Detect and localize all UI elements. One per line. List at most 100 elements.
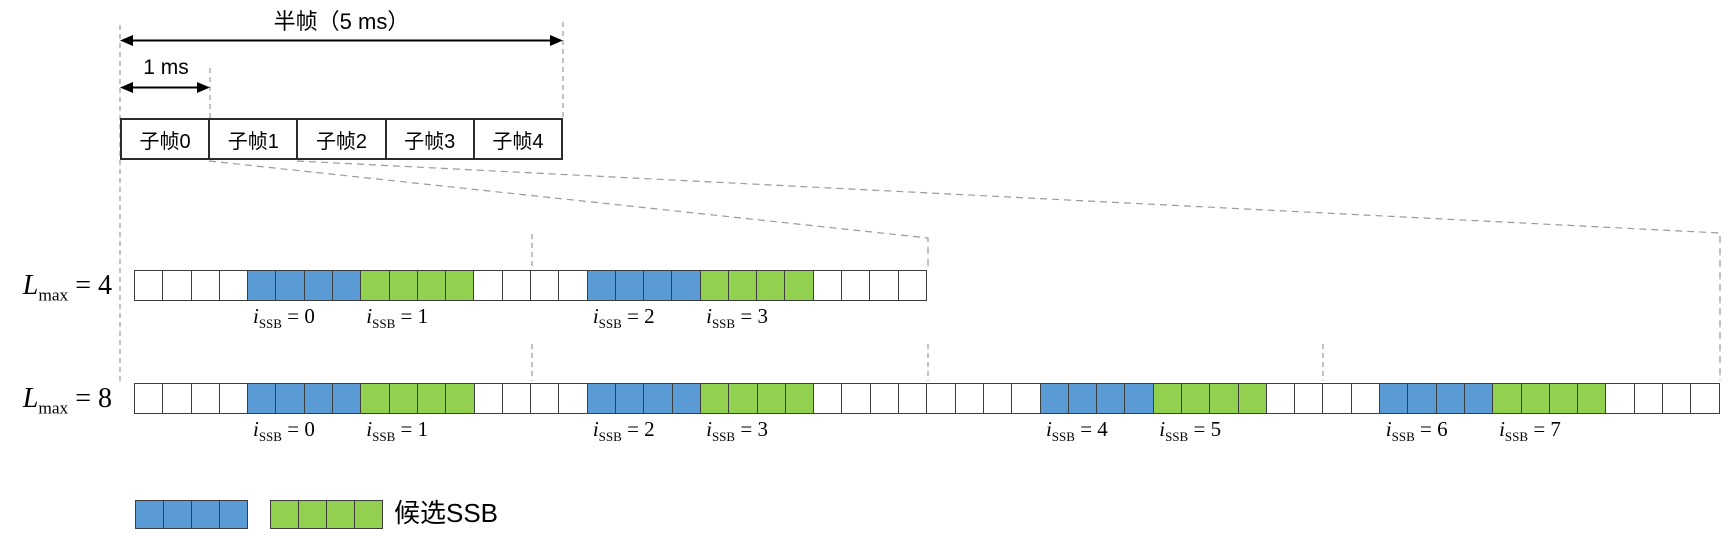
ssb-symbol-cell bbox=[785, 384, 815, 413]
empty-symbol-cell bbox=[163, 384, 192, 413]
subframe-cell-3: 子帧3 bbox=[387, 120, 475, 158]
ssb-symbol-cell bbox=[248, 384, 277, 413]
legend-cell bbox=[220, 501, 247, 528]
ssb-symbol-cell bbox=[644, 384, 673, 413]
empty-symbol-cell bbox=[219, 384, 249, 413]
ssb-symbol-cell bbox=[672, 271, 701, 300]
ssb-symbol-cell bbox=[248, 271, 277, 300]
ssb-symbol-cell bbox=[1493, 384, 1522, 413]
legend-cell bbox=[355, 501, 382, 528]
legend-swatch-green bbox=[270, 500, 383, 529]
ssb-symbol-cell bbox=[276, 384, 305, 413]
ssb-symbol-cell bbox=[700, 384, 730, 413]
subframe0-expansion-line bbox=[208, 160, 929, 269]
ssb-symbol-cell bbox=[616, 384, 645, 413]
empty-symbol-cell bbox=[163, 271, 192, 300]
empty-symbol-cell bbox=[927, 384, 956, 413]
ssb-symbol-cell bbox=[389, 384, 418, 413]
empty-symbol-cell bbox=[559, 271, 588, 300]
ssb-index-label: iSSB = 1 bbox=[366, 417, 429, 445]
empty-symbol-cell bbox=[955, 384, 984, 413]
ssb-symbol-cell bbox=[1380, 384, 1409, 413]
empty-symbol-cell bbox=[1323, 384, 1352, 413]
legend-cell bbox=[271, 501, 299, 528]
ssb-symbol-cell bbox=[1210, 384, 1239, 413]
ssb-symbol-cell bbox=[361, 271, 390, 300]
ssb-symbol-cell bbox=[700, 271, 729, 300]
ssb-symbol-cell bbox=[729, 384, 758, 413]
ssb-index-label: iSSB = 6 bbox=[1385, 417, 1448, 445]
empty-symbol-cell bbox=[983, 384, 1013, 413]
ssb-symbol-cell bbox=[1549, 384, 1579, 413]
ssb-symbol-cell bbox=[361, 384, 390, 413]
empty-symbol-cell bbox=[531, 384, 560, 413]
empty-symbol-cell bbox=[899, 384, 928, 413]
empty-symbol-cell bbox=[814, 384, 843, 413]
empty-symbol-cell bbox=[813, 271, 843, 300]
ssb-symbol-cell bbox=[1238, 384, 1267, 413]
ssb-symbol-cell bbox=[333, 384, 362, 413]
empty-symbol-cell bbox=[1663, 384, 1692, 413]
empty-symbol-cell bbox=[502, 384, 532, 413]
empty-symbol-cell bbox=[559, 384, 588, 413]
ssb-index-label: iSSB = 0 bbox=[252, 417, 315, 445]
empty-symbol-cell bbox=[135, 271, 164, 300]
half-frame-duration-label: 半帧（5 ms） bbox=[273, 9, 410, 34]
ssb-index-label: iSSB = 2 bbox=[592, 304, 655, 332]
row-label-lmax: Lmax = 8 bbox=[22, 383, 112, 418]
legend-label: 候选SSB bbox=[394, 498, 499, 528]
ssb-symbol-cell bbox=[1097, 384, 1126, 413]
empty-symbol-cell bbox=[870, 384, 900, 413]
ssb-index-label: iSSB = 0 bbox=[252, 304, 315, 332]
one-ms-arrow-right-head bbox=[197, 82, 210, 93]
legend-cell bbox=[299, 501, 327, 528]
ssb-symbol-cell bbox=[672, 384, 701, 413]
ssb-symbol-cell bbox=[417, 271, 447, 300]
ssb-symbol-cell bbox=[587, 271, 616, 300]
symbol-row-0 bbox=[134, 270, 927, 301]
empty-symbol-cell bbox=[474, 271, 503, 300]
ssb-symbol-cell bbox=[389, 271, 418, 300]
symbol-row-1 bbox=[134, 383, 1720, 414]
ssb-symbol-cell bbox=[1464, 384, 1494, 413]
ssb-index-label: iSSB = 1 bbox=[366, 304, 429, 332]
ssb-index-label: iSSB = 5 bbox=[1159, 417, 1222, 445]
empty-symbol-cell bbox=[219, 271, 249, 300]
ssb-symbol-cell bbox=[1521, 384, 1550, 413]
legend-cell bbox=[164, 501, 192, 528]
ssb-symbol-cell bbox=[1153, 384, 1182, 413]
subframe-row: 子帧0 子帧1 子帧2 子帧3 子帧4 bbox=[120, 118, 563, 160]
ssb-index-label: iSSB = 3 bbox=[706, 417, 768, 445]
ssb-symbol-cell bbox=[1578, 384, 1607, 413]
empty-symbol-cell bbox=[1012, 384, 1041, 413]
empty-symbol-cell bbox=[1691, 384, 1719, 413]
one-ms-duration-label: 1 ms bbox=[143, 56, 189, 79]
ssb-symbol-cell bbox=[615, 271, 645, 300]
legend-cell bbox=[192, 501, 220, 528]
empty-symbol-cell bbox=[191, 271, 220, 300]
ssb-symbol-cell bbox=[1125, 384, 1154, 413]
ssb-symbol-cell bbox=[757, 271, 786, 300]
ssb-symbol-cell bbox=[1181, 384, 1211, 413]
empty-symbol-cell bbox=[135, 384, 164, 413]
ssb-symbol-cell bbox=[276, 271, 305, 300]
empty-symbol-cell bbox=[870, 271, 899, 300]
ssb-index-label: iSSB = 4 bbox=[1045, 417, 1108, 445]
empty-symbol-cell bbox=[1634, 384, 1664, 413]
ssb-symbol-cell bbox=[644, 271, 673, 300]
ssb-symbol-cell bbox=[332, 271, 362, 300]
empty-symbol-cell bbox=[191, 384, 220, 413]
subframe-cell-0: 子帧0 bbox=[122, 120, 211, 158]
ssb-symbol-cell bbox=[1436, 384, 1465, 413]
empty-symbol-cell bbox=[1606, 384, 1635, 413]
ssb-symbol-cell bbox=[1068, 384, 1098, 413]
one-ms-arrow-left-head bbox=[120, 82, 133, 93]
empty-symbol-cell bbox=[1351, 384, 1381, 413]
empty-symbol-cell bbox=[842, 271, 871, 300]
ssb-symbol-cell bbox=[446, 271, 475, 300]
ssb-symbol-cell bbox=[785, 271, 814, 300]
ssb-symbol-cell bbox=[757, 384, 786, 413]
subframe-cell-2: 子帧2 bbox=[298, 120, 387, 158]
legend-cell bbox=[327, 501, 355, 528]
